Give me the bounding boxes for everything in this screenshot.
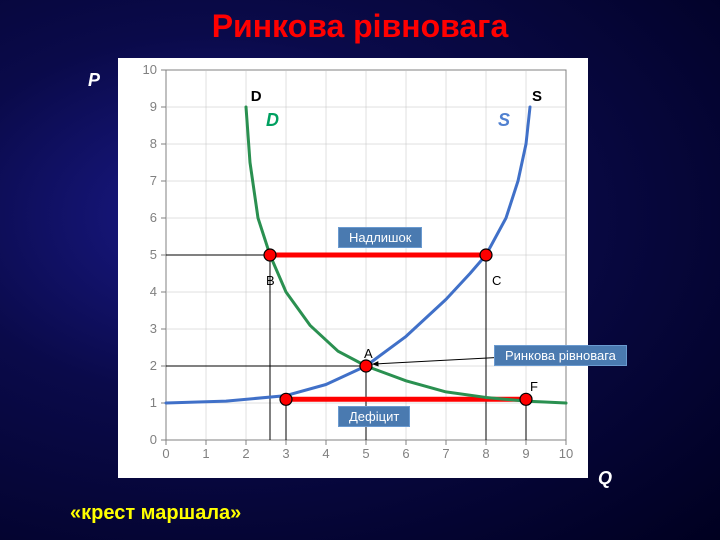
svg-text:8: 8 <box>150 136 157 151</box>
page-title: Ринкова рівновага <box>0 8 720 45</box>
equilibrium-label: Ринкова рівновага <box>494 345 627 366</box>
svg-text:10: 10 <box>559 446 573 461</box>
point-label-a: A <box>364 346 373 361</box>
point-label-b: B <box>266 273 275 288</box>
svg-text:2: 2 <box>150 358 157 373</box>
demand-end-label: D <box>251 88 262 105</box>
svg-text:2: 2 <box>242 446 249 461</box>
supply-curve-label: S <box>498 110 510 131</box>
demand-curve-label: D <box>266 110 279 131</box>
svg-text:5: 5 <box>362 446 369 461</box>
svg-text:3: 3 <box>150 321 157 336</box>
svg-text:6: 6 <box>150 210 157 225</box>
supply-end-label: S <box>532 88 542 105</box>
svg-text:0: 0 <box>162 446 169 461</box>
svg-text:8: 8 <box>482 446 489 461</box>
svg-text:0: 0 <box>150 432 157 447</box>
svg-text:5: 5 <box>150 247 157 262</box>
svg-text:1: 1 <box>150 395 157 410</box>
svg-text:1: 1 <box>202 446 209 461</box>
footer-caption: «крест маршала» <box>70 502 241 525</box>
axis-label-p: P <box>88 70 100 91</box>
svg-text:9: 9 <box>522 446 529 461</box>
svg-text:6: 6 <box>402 446 409 461</box>
axis-label-q: Q <box>598 468 612 489</box>
svg-text:7: 7 <box>150 173 157 188</box>
surplus-label: Надлишок <box>338 227 422 248</box>
svg-text:4: 4 <box>150 284 157 299</box>
point-label-f: F <box>530 379 538 394</box>
point-label-c: C <box>492 273 501 288</box>
svg-text:9: 9 <box>150 99 157 114</box>
svg-text:7: 7 <box>442 446 449 461</box>
chart-area: 0 1 2 3 4 5 6 7 8 9 10 0 1 2 3 4 5 6 7 8 9 10 Надлишок Дефіци… <box>118 58 588 478</box>
deficit-label: Дефіцит <box>338 406 410 427</box>
svg-text:10: 10 <box>143 62 157 77</box>
svg-text:3: 3 <box>282 446 289 461</box>
svg-text:4: 4 <box>322 446 329 461</box>
